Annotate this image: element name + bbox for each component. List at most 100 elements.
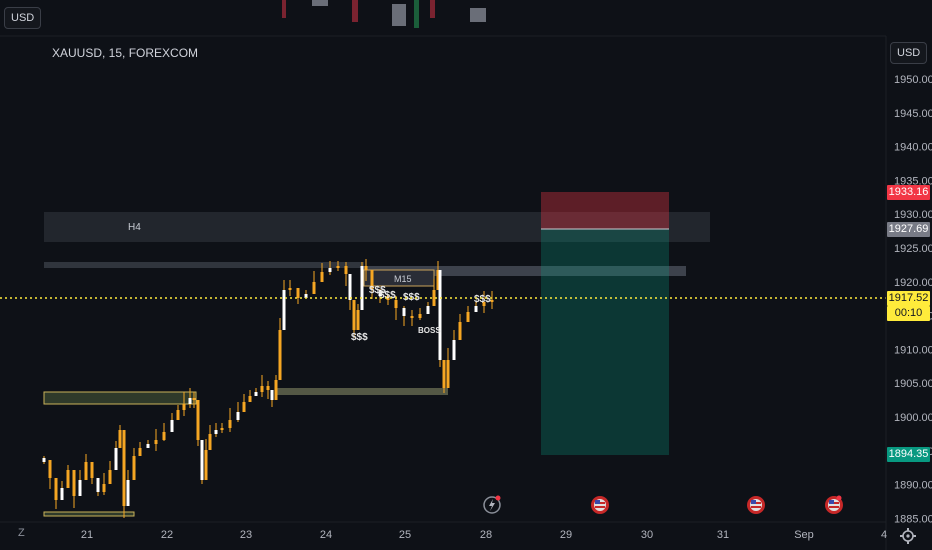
currency-selector-axis[interactable]: USD xyxy=(890,42,928,64)
demand-zone-1 xyxy=(43,391,197,405)
candle-body xyxy=(266,386,270,390)
candle-body xyxy=(114,448,118,470)
candle-body xyxy=(348,274,352,300)
candle-body xyxy=(282,290,286,330)
candle-body xyxy=(72,470,76,496)
candles xyxy=(42,259,494,518)
price-tick-label: 1925.00 xyxy=(894,243,932,255)
boss-label: BOSS xyxy=(418,326,441,335)
target-price-tag: 1894.35 xyxy=(887,447,930,462)
currency-selector-top[interactable]: USD xyxy=(4,7,42,29)
candle-body xyxy=(312,282,316,294)
candle-body xyxy=(418,314,422,318)
candle-body xyxy=(42,458,46,462)
time-tick-label: 29 xyxy=(560,529,572,541)
liquidity-label-2: $$$ xyxy=(369,285,386,296)
candle-body xyxy=(248,396,252,402)
candle-body xyxy=(122,430,126,506)
demand-zone-3 xyxy=(43,511,135,517)
time-axis[interactable]: 21 22 23 24 25 28 29 30 31 Sep 4 xyxy=(81,529,887,541)
candle-body xyxy=(84,462,88,480)
m15-label: M15 xyxy=(394,274,412,284)
candle-body xyxy=(208,434,212,450)
candle-body xyxy=(214,430,218,434)
candle-body xyxy=(154,440,158,444)
time-tick-label: 4 xyxy=(881,529,887,541)
candle-body xyxy=(242,402,246,412)
gear-icon[interactable] xyxy=(900,528,916,544)
candle-body xyxy=(126,480,130,506)
candle-body xyxy=(370,270,374,290)
price-tick-label: 1930.00 xyxy=(894,209,932,221)
price-tick-label: 1945.00 xyxy=(894,108,932,120)
candle-body xyxy=(442,360,446,388)
candle-body xyxy=(364,266,368,270)
candle-body xyxy=(288,288,292,290)
candle-body xyxy=(162,432,166,440)
price-tick-label: 1900.00 xyxy=(894,412,932,424)
symbol-legend[interactable]: XAUUSD, 15, FOREXCOM xyxy=(52,46,199,60)
current-price-tag: 1917.52 xyxy=(887,291,930,306)
lightning-badge xyxy=(495,495,501,501)
take-profit-zone[interactable] xyxy=(541,229,669,455)
time-tick-label: 21 xyxy=(81,529,93,541)
us-flag-event-icon[interactable] xyxy=(747,496,765,514)
candle-body xyxy=(474,306,478,312)
candle-body xyxy=(270,390,274,400)
candle-body xyxy=(96,478,100,492)
candle-body xyxy=(176,410,180,420)
candle-body xyxy=(182,404,186,410)
candle-body xyxy=(260,386,264,392)
candle-body xyxy=(102,484,106,492)
candle-body xyxy=(426,306,430,314)
time-tick-label: 28 xyxy=(480,529,492,541)
candle-body xyxy=(328,268,332,272)
candle-body xyxy=(336,266,340,268)
candle-body xyxy=(118,430,122,448)
demand-zone-2 xyxy=(276,388,448,395)
time-tick-label: 23 xyxy=(240,529,252,541)
candle-body xyxy=(196,400,200,440)
candle-body xyxy=(452,340,456,360)
candle-body xyxy=(170,420,174,432)
h4-label: H4 xyxy=(128,222,141,233)
candle-body xyxy=(296,288,300,298)
time-tick-label: Sep xyxy=(794,529,814,541)
candle-body xyxy=(228,420,232,428)
candle-body xyxy=(432,290,436,306)
price-tick-label: 1935.00 xyxy=(894,175,932,187)
price-tick-label: 1950.00 xyxy=(894,74,932,86)
us-flag-event-icon[interactable] xyxy=(591,496,609,514)
timezone-z-icon[interactable]: Z xyxy=(18,527,25,539)
stop-loss-zone[interactable] xyxy=(541,192,669,229)
h4-zone xyxy=(44,212,710,242)
candle-body xyxy=(54,478,58,500)
candle-body xyxy=(48,460,52,478)
us-flag-event-icon[interactable] xyxy=(825,495,843,515)
candle-body xyxy=(236,412,240,420)
event-icons[interactable] xyxy=(483,495,843,515)
top-fragments xyxy=(282,0,486,28)
time-tick-label: 31 xyxy=(717,529,729,541)
liquidity-label-3: $$$ xyxy=(379,290,396,301)
candle-body xyxy=(394,300,398,308)
bar-countdown: 00:10 xyxy=(887,306,930,321)
candle-body xyxy=(220,428,224,430)
candle-body xyxy=(274,380,278,400)
candle-body xyxy=(490,300,494,302)
candle-body xyxy=(438,270,442,360)
price-tick-label: 1920.00 xyxy=(894,277,932,289)
candle-body xyxy=(188,398,192,404)
candle-body xyxy=(60,488,64,500)
price-tick-label: 1940.00 xyxy=(894,142,932,154)
candle-body xyxy=(204,450,208,480)
time-tick-label: 24 xyxy=(320,529,332,541)
candle-body xyxy=(108,470,112,484)
time-tick-label: 30 xyxy=(641,529,653,541)
liquidity-label-1: $$$ xyxy=(351,332,368,343)
candle-body xyxy=(360,266,364,310)
candle-body xyxy=(466,312,470,322)
candle-body xyxy=(446,360,450,388)
lightning-event-icon[interactable] xyxy=(483,496,501,514)
